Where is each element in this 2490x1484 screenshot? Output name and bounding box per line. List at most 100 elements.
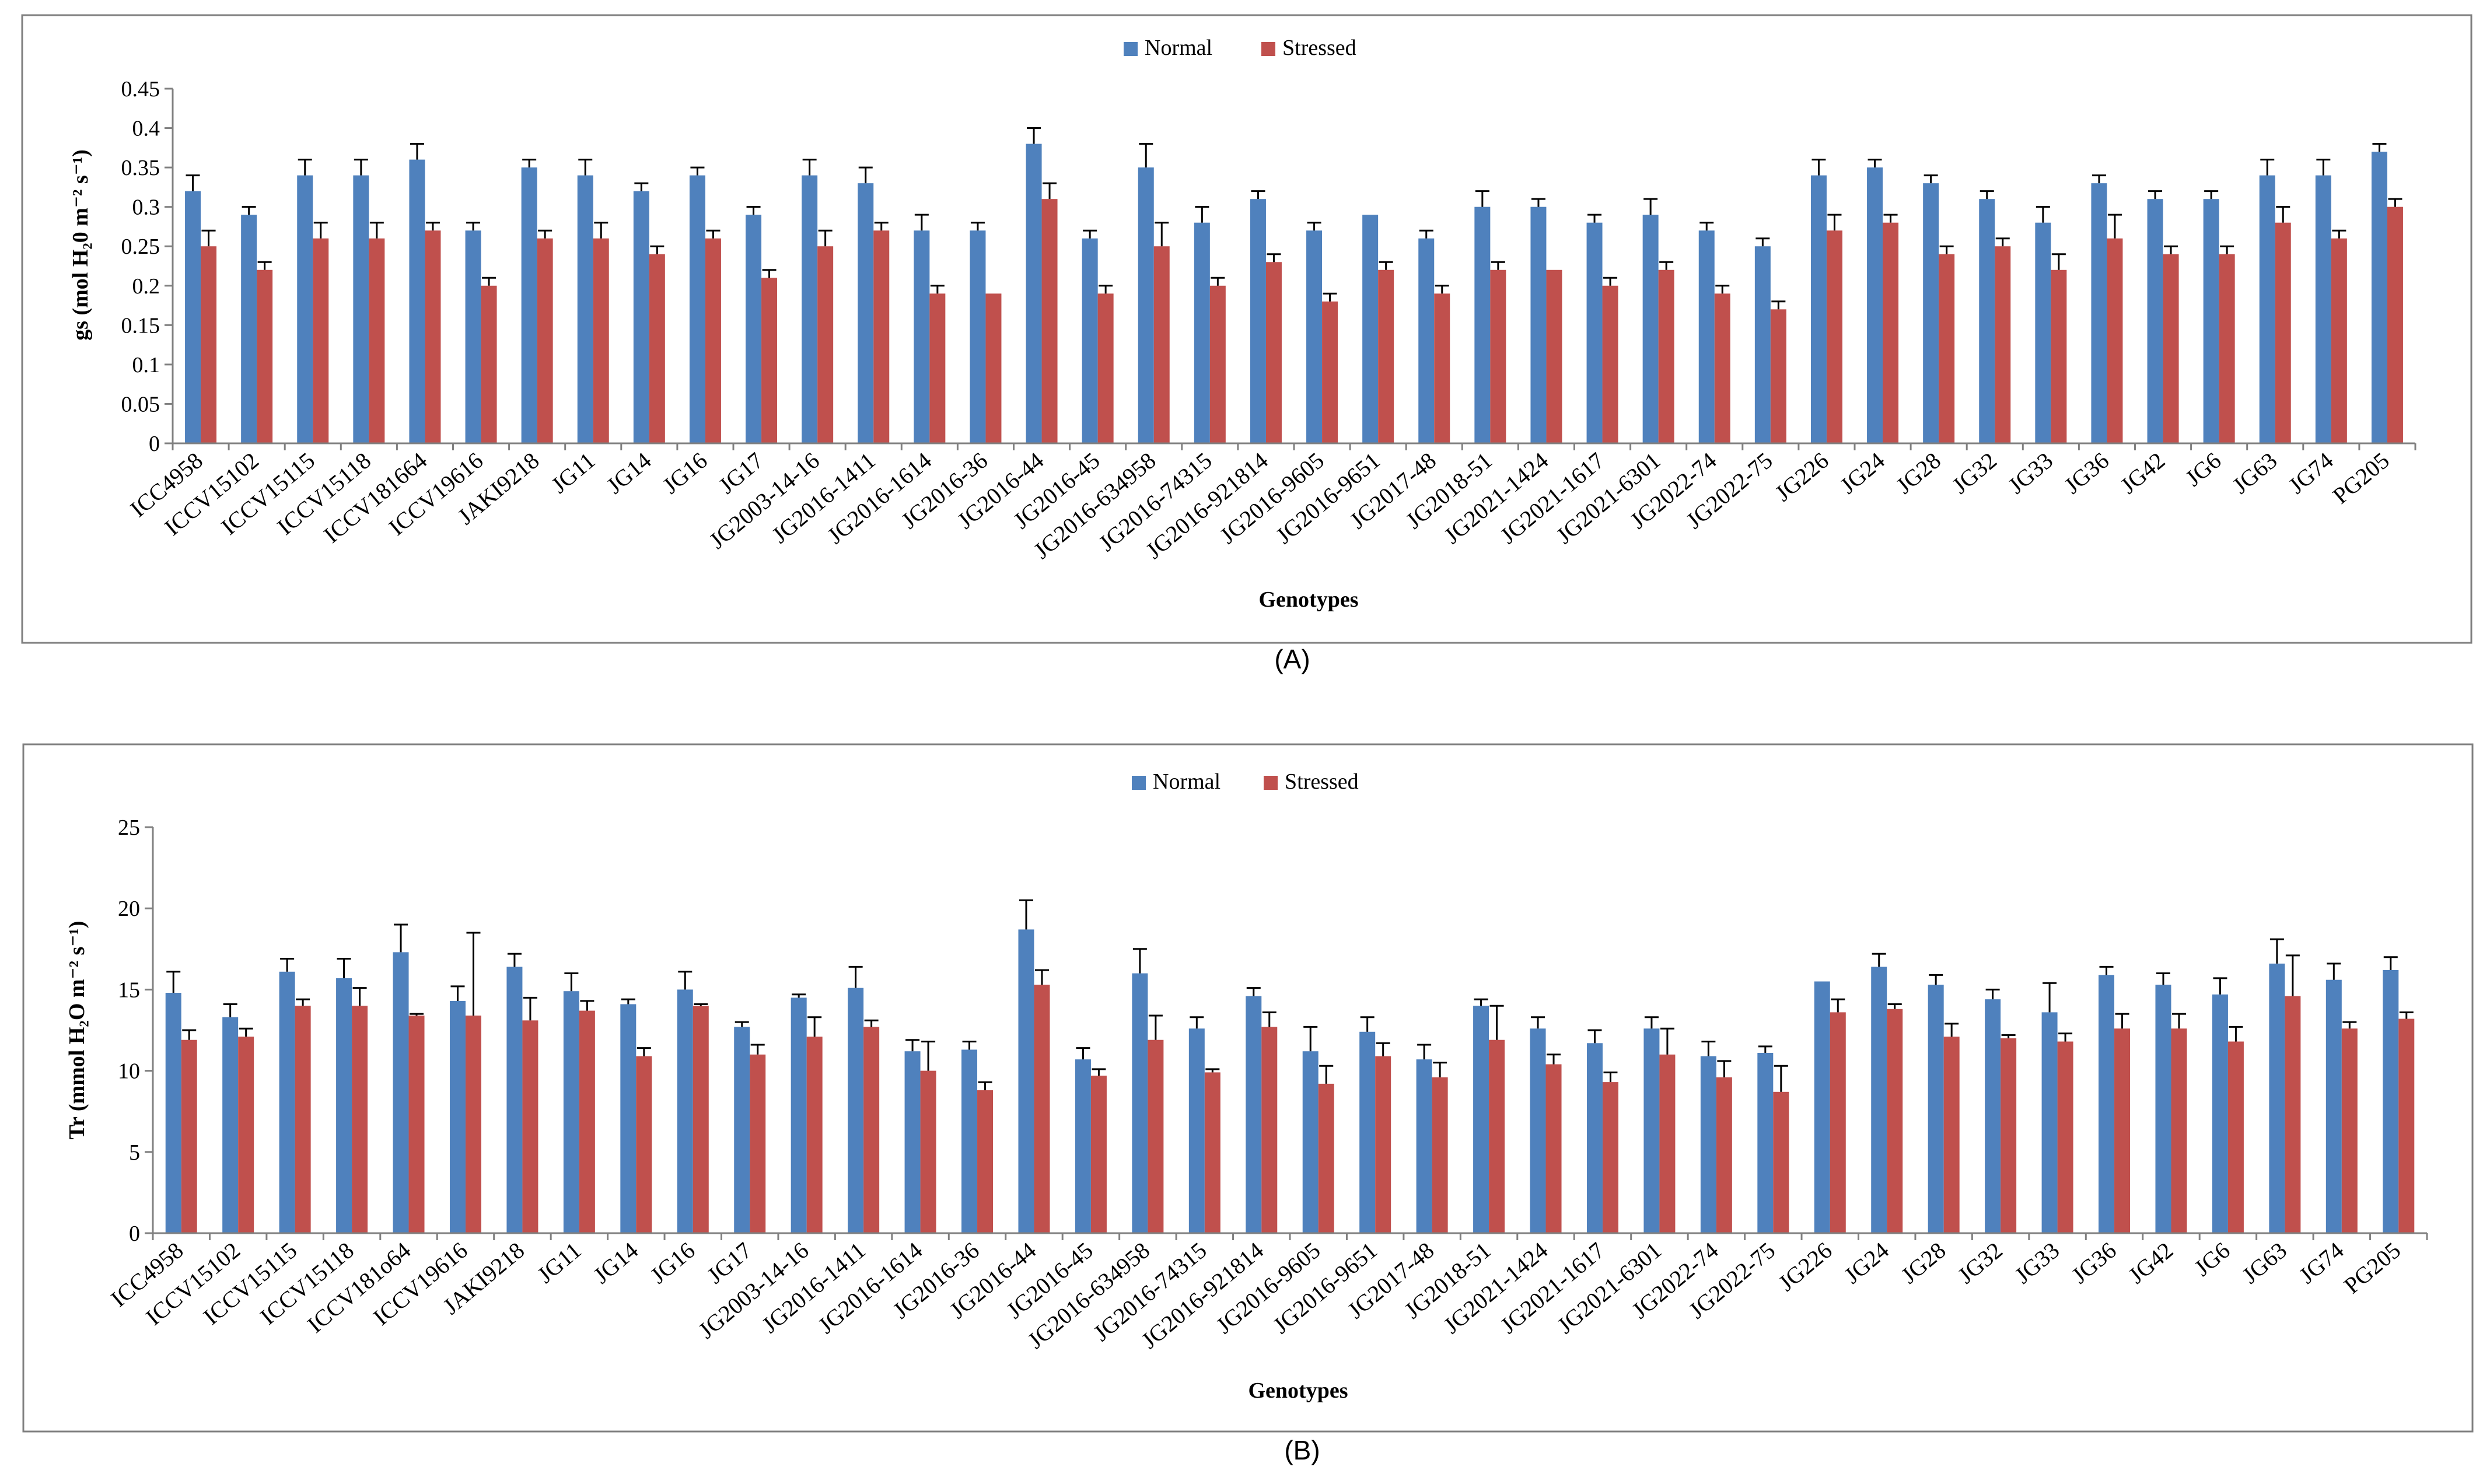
bar-normal: [1867, 167, 1883, 443]
bar-normal: [2212, 994, 2228, 1233]
bar-normal: [1643, 1028, 1660, 1233]
bar-stressed: [873, 230, 890, 443]
bar-stressed: [181, 1040, 197, 1233]
bar-normal: [2325, 979, 2342, 1233]
bar-normal: [1698, 230, 1715, 443]
bar-normal: [241, 215, 257, 443]
bar-stressed: [1773, 1091, 1789, 1233]
bar-stressed: [1830, 1012, 1846, 1233]
bar-stressed: [1378, 270, 1394, 443]
bar-normal: [2259, 175, 2275, 443]
bar-stressed: [537, 238, 553, 443]
bar-normal: [1979, 199, 1995, 443]
y-tick-label: 0.15: [121, 313, 160, 338]
bar-normal: [2091, 183, 2107, 443]
panel-a-gs-chart: Normal Stressed 0 0.05 0.1 0.15 0.2 0.25 0.3 0.…: [21, 14, 2472, 644]
bar-stressed: [2387, 206, 2403, 443]
panel-a-label: (A): [1274, 644, 1310, 674]
bar-normal: [1754, 246, 1771, 443]
bar-stressed: [649, 254, 665, 443]
bar-stressed: [761, 278, 778, 443]
legend-normal-label: Normal: [1145, 36, 1212, 60]
bar-normal: [858, 183, 874, 443]
bar-stressed: [352, 1006, 368, 1233]
bar-stressed: [465, 1015, 481, 1233]
bar-stressed: [2107, 238, 2123, 443]
bar-stressed: [2398, 1019, 2415, 1233]
y-tick-label: 0.1: [132, 353, 160, 377]
panel-b-x-axis-title: Genotypes: [1249, 1378, 1348, 1403]
bar-normal: [677, 989, 693, 1233]
bar-normal: [2041, 1012, 2058, 1233]
bar-normal: [165, 992, 181, 1233]
bar-normal: [577, 175, 593, 443]
panel-a-x-axis-title: Genotypes: [1259, 587, 1359, 612]
bar-normal: [1530, 1028, 1546, 1233]
bar-stressed: [408, 1015, 425, 1233]
bar-normal: [1810, 175, 1827, 443]
bar-normal: [1530, 206, 1547, 443]
bar-stressed: [1090, 1075, 1107, 1233]
bar-stressed: [1826, 230, 1842, 443]
bar-normal: [1362, 215, 1379, 443]
legend-stressed-label: Stressed: [1285, 769, 1359, 794]
bar-normal: [1586, 222, 1603, 443]
bar-stressed: [1490, 270, 1506, 443]
y-tick-label: 0.45: [121, 77, 160, 102]
bar-stressed: [2341, 1028, 2358, 1233]
bar-stressed: [863, 1027, 880, 1233]
y-tick-label: 0.05: [121, 392, 160, 416]
legend-normal-swatch: [1124, 42, 1138, 56]
bar-stressed: [201, 246, 217, 443]
y-tick-label: 0.2: [132, 274, 160, 299]
bar-normal: [1871, 967, 1887, 1233]
bar-stressed: [593, 238, 609, 443]
bar-stressed: [636, 1056, 652, 1233]
y-tick-label: 10: [118, 1059, 140, 1084]
panel-a-bars: [185, 144, 2403, 444]
bar-stressed: [693, 1006, 709, 1233]
bar-stressed: [2171, 1028, 2187, 1233]
bar-stressed: [977, 1090, 994, 1233]
bar-normal: [848, 988, 864, 1233]
bar-normal: [1416, 1059, 1432, 1233]
bar-stressed: [1943, 1037, 1960, 1233]
bar-stressed: [1887, 1009, 1903, 1233]
bar-stressed: [1659, 1054, 1676, 1233]
bar-stressed: [2051, 270, 2067, 443]
bar-stressed: [806, 1037, 823, 1233]
bar-normal: [1082, 238, 1098, 443]
bar-stressed: [1041, 199, 1058, 443]
bar-normal: [1018, 929, 1034, 1233]
panel-a-legend: Normal Stressed: [1124, 36, 1356, 60]
bar-stressed: [929, 293, 946, 443]
bar-stressed: [425, 230, 441, 443]
bar-stressed: [1545, 1064, 1562, 1233]
bar-normal: [746, 215, 762, 443]
bar-normal: [620, 1004, 637, 1233]
bar-normal: [1359, 1031, 1376, 1233]
bar-normal: [633, 191, 649, 443]
bar-stressed: [750, 1054, 766, 1233]
legend-stressed-swatch: [1264, 776, 1278, 790]
panel-a-y-axis: 0 0.05 0.1 0.15 0.2 0.25 0.3 0.35 0.4 0.45: [121, 77, 173, 456]
bar-normal: [802, 175, 818, 443]
bar-stressed: [1883, 222, 1899, 443]
bar-stressed: [1714, 293, 1730, 443]
bar-normal: [185, 191, 201, 443]
bar-normal: [521, 167, 537, 443]
bar-normal: [1757, 1052, 1774, 1233]
bar-stressed: [369, 238, 385, 443]
bar-normal: [297, 175, 313, 443]
bar-normal: [336, 978, 352, 1233]
bar-normal: [1586, 1043, 1603, 1233]
bar-normal: [1246, 996, 1262, 1233]
legend-normal-swatch: [1132, 776, 1146, 790]
bar-normal: [2383, 970, 2399, 1233]
bar-normal: [1814, 981, 1830, 1233]
bar-stressed: [1097, 293, 1114, 443]
bar-normal: [2147, 199, 2163, 443]
bar-stressed: [257, 270, 273, 443]
bar-stressed: [1770, 309, 1786, 443]
bar-normal: [449, 1000, 466, 1233]
